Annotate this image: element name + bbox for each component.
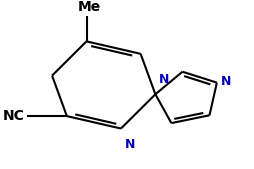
Text: Me: Me bbox=[77, 0, 100, 14]
Text: N: N bbox=[124, 138, 134, 151]
Text: NC: NC bbox=[3, 109, 25, 123]
Text: N: N bbox=[158, 73, 169, 86]
Text: N: N bbox=[220, 75, 230, 88]
